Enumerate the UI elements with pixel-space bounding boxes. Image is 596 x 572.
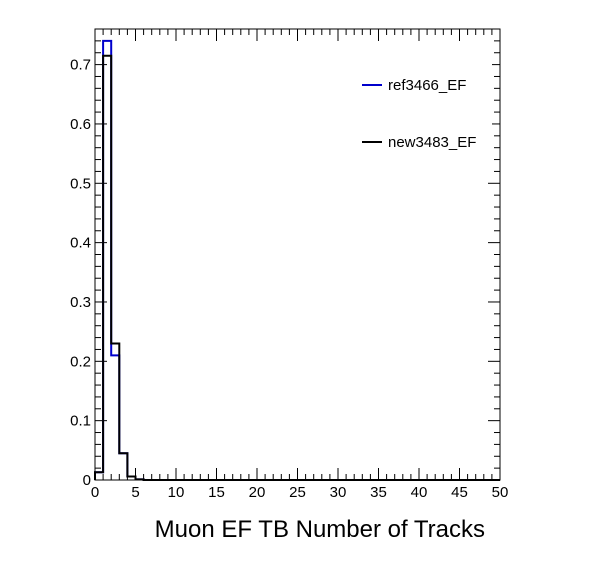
legend: ref3466_EF new3483_EF — [357, 58, 492, 168]
x-tick-label: 35 — [370, 484, 387, 501]
y-tick-label: 0.7 — [70, 57, 91, 74]
y-tick-labels: 0 0.1 0.2 0.3 0.4 0.5 0.6 0.7 — [70, 57, 91, 489]
x-axis-label: Muon EF TB Number of Tracks — [155, 516, 485, 543]
y-tick-label: 0.1 — [70, 413, 91, 430]
y-tick-label: 0.5 — [70, 175, 91, 192]
y-tick-label: 0.3 — [70, 294, 91, 311]
x-tick-labels: 0 5 10 15 20 25 30 35 40 45 50 — [91, 484, 509, 501]
legend-box — [357, 58, 492, 168]
x-tick-label: 45 — [451, 484, 468, 501]
x-tick-label: 40 — [411, 484, 428, 501]
y-tick-label: 0 — [83, 472, 91, 489]
x-tick-label: 50 — [492, 484, 509, 501]
legend-label-ref: ref3466_EF — [388, 77, 466, 94]
x-tick-label: 5 — [131, 484, 139, 501]
axis-ticks — [94, 28, 501, 481]
y-tick-label: 0.2 — [70, 353, 91, 370]
x-tick-label: 25 — [289, 484, 306, 501]
x-tick-label: 0 — [91, 484, 99, 501]
y-tick-label: 0.4 — [70, 235, 91, 252]
legend-label-new: new3483_EF — [388, 134, 476, 151]
x-tick-label: 30 — [330, 484, 347, 501]
x-tick-label: 20 — [249, 484, 266, 501]
x-tick-label: 15 — [208, 484, 225, 501]
y-tick-label: 0.6 — [70, 116, 91, 133]
plot-frame — [94, 28, 501, 481]
x-tick-label: 10 — [168, 484, 185, 501]
